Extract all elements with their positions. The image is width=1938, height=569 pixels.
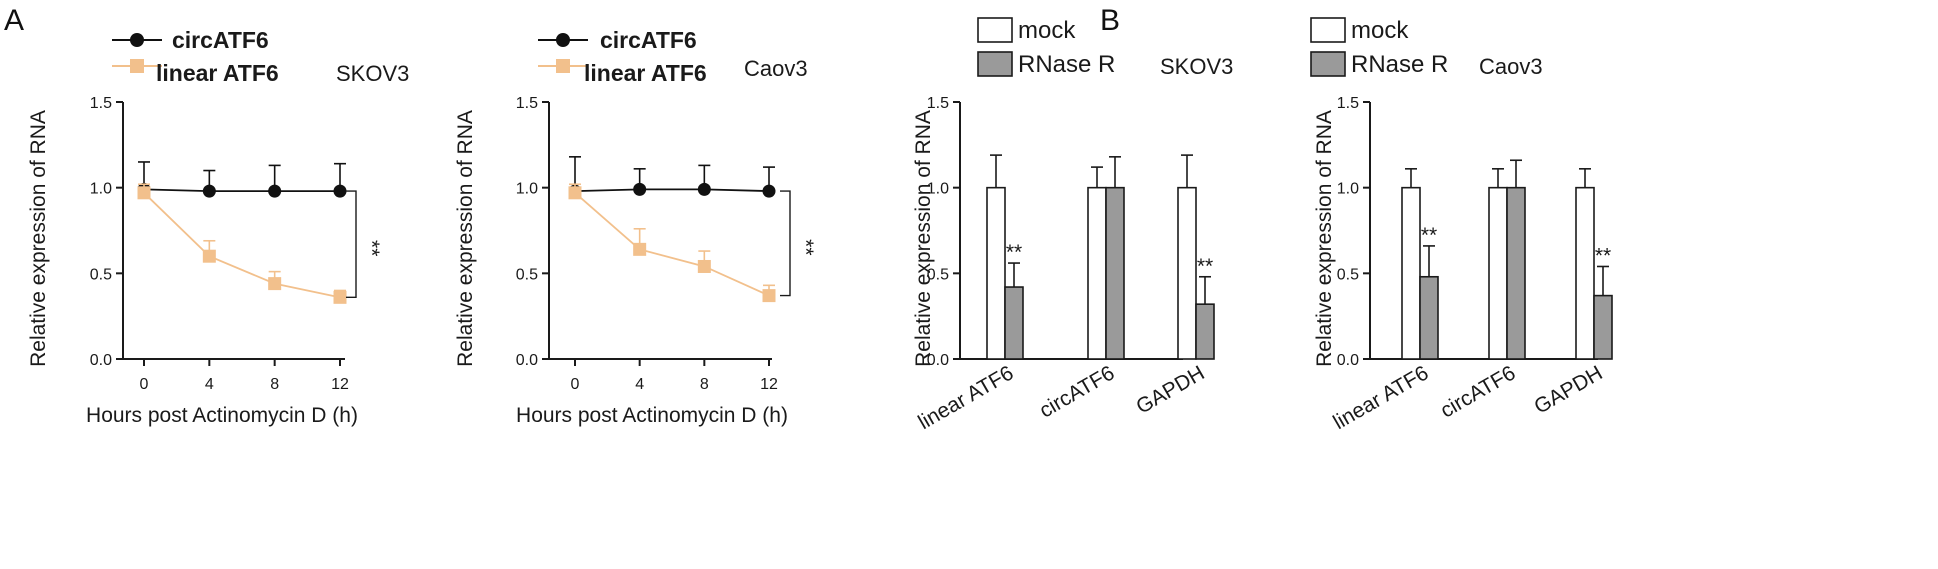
mock-bar [1087, 186, 1107, 360]
x-axis-title: Hours post Actinomycin D (h) [86, 404, 358, 427]
legend-mock-swatch [1310, 17, 1346, 43]
panel-letter-a: A [4, 4, 24, 37]
x-tick-label: 12 [331, 376, 349, 393]
x-tick-label: 4 [635, 376, 644, 393]
circatf6-point [202, 184, 216, 198]
y-axis-title: Relative expression of RNA [912, 110, 935, 367]
y-axis-title: Relative expression of RNA [1313, 110, 1336, 367]
category-label: circATF6 [1437, 361, 1520, 422]
rnase-r-bar [1105, 186, 1125, 360]
significance-label: ** [360, 240, 383, 256]
y-tick-label: 1.5 [516, 95, 538, 112]
mock-bar [1575, 186, 1595, 360]
x-tick-label: 8 [270, 376, 279, 393]
y-tick-label: 0.0 [90, 352, 112, 369]
y-tick-label: 1.0 [516, 181, 538, 198]
legend-linear-atf6-label: linear ATF6 [584, 60, 707, 86]
y-axis-title: Relative expression of RNA [27, 110, 50, 367]
legend-mock-swatch [977, 17, 1013, 43]
cell-line-label: Caov3 [1479, 54, 1543, 79]
panel-letter-b: B [1100, 4, 1120, 37]
legend-mock-label: mock [1351, 17, 1409, 44]
legend-circatf6-label: circATF6 [172, 27, 269, 53]
category-label: linear ATF6 [914, 361, 1017, 434]
significance-label: ** [794, 239, 817, 255]
linear-atf6-point [333, 290, 347, 304]
legend-circatf6-marker [556, 33, 570, 47]
rnase-r-bar [1506, 186, 1526, 360]
legend-rnase-r-label: RNase R [1351, 51, 1448, 78]
legend-circatf6-marker [130, 33, 144, 47]
y-tick-label: 1.5 [927, 95, 949, 112]
linear-atf6-point [137, 186, 151, 200]
rnase-r-bar [1195, 303, 1215, 360]
significance-label: ** [1006, 241, 1022, 264]
x-axis-title: Hours post Actinomycin D (h) [516, 404, 788, 427]
legend-rnase-r-swatch [977, 51, 1013, 77]
y-tick-label: 0.0 [516, 352, 538, 369]
x-tick-label: 8 [700, 376, 709, 393]
mock-bar [1401, 186, 1421, 360]
x-tick-label: 12 [760, 376, 778, 393]
y-tick-label: 0.5 [927, 266, 949, 283]
y-tick-label: 0.5 [90, 266, 112, 283]
y-tick-label: 0.5 [516, 266, 538, 283]
linear-atf6-line [143, 192, 341, 299]
significance-label: ** [1197, 255, 1213, 278]
mock-bar [1177, 186, 1197, 360]
y-tick-label: 0.0 [1337, 352, 1359, 369]
x-tick-label: 0 [140, 376, 149, 393]
circatf6-point [633, 182, 647, 196]
rnase-r-bar [1419, 275, 1439, 360]
linear-atf6-point [202, 249, 216, 263]
circatf6-line [574, 188, 770, 192]
rnase-r-bar [1593, 294, 1613, 360]
circatf6-point [268, 184, 282, 198]
cell-line-label: SKOV3 [1160, 54, 1233, 79]
significance-label: ** [1595, 244, 1611, 267]
circatf6-line [143, 188, 340, 192]
legend-linear-atf6-marker [556, 59, 570, 73]
category-label: GAPDH [1530, 361, 1606, 418]
significance-label: ** [1421, 224, 1437, 247]
legend-circatf6-label: circATF6 [600, 27, 697, 53]
mock-bar [986, 186, 1006, 360]
x-tick-label: 4 [205, 376, 214, 393]
legend-linear-atf6-marker [130, 59, 144, 73]
y-tick-label: 1.5 [1337, 95, 1359, 112]
legend-rnase-r-label: RNase R [1018, 51, 1115, 78]
x-tick-label: 0 [571, 376, 580, 393]
y-tick-label: 0.5 [1337, 266, 1359, 283]
linear-atf6-point [268, 277, 282, 291]
circatf6-point [697, 182, 711, 196]
y-tick-label: 1.0 [1337, 181, 1359, 198]
circatf6-point [333, 184, 347, 198]
cell-line-label: SKOV3 [336, 61, 409, 86]
legend-rnase-r-swatch [1310, 51, 1346, 77]
linear-atf6-line [574, 192, 770, 297]
y-tick-label: 1.0 [927, 181, 949, 198]
category-label: linear ATF6 [1329, 361, 1432, 434]
category-label: GAPDH [1132, 361, 1208, 418]
linear-atf6-point [568, 186, 582, 200]
y-axis-title: Relative expression of RNA [454, 110, 477, 367]
significance-bracket [346, 190, 357, 299]
circatf6-point [762, 184, 776, 198]
linear-atf6-point [633, 242, 647, 256]
legend-linear-atf6-label: linear ATF6 [156, 60, 279, 86]
significance-bracket [780, 190, 791, 297]
linear-atf6-point [697, 259, 711, 273]
legend-mock-label: mock [1018, 17, 1076, 44]
y-tick-label: 1.0 [90, 181, 112, 198]
y-tick-label: 0.0 [927, 352, 949, 369]
mock-bar [1488, 186, 1508, 360]
category-label: circATF6 [1036, 361, 1119, 422]
y-tick-label: 1.5 [90, 95, 112, 112]
linear-atf6-point [762, 289, 776, 303]
rnase-r-bar [1004, 286, 1024, 360]
cell-line-label: Caov3 [744, 56, 808, 81]
